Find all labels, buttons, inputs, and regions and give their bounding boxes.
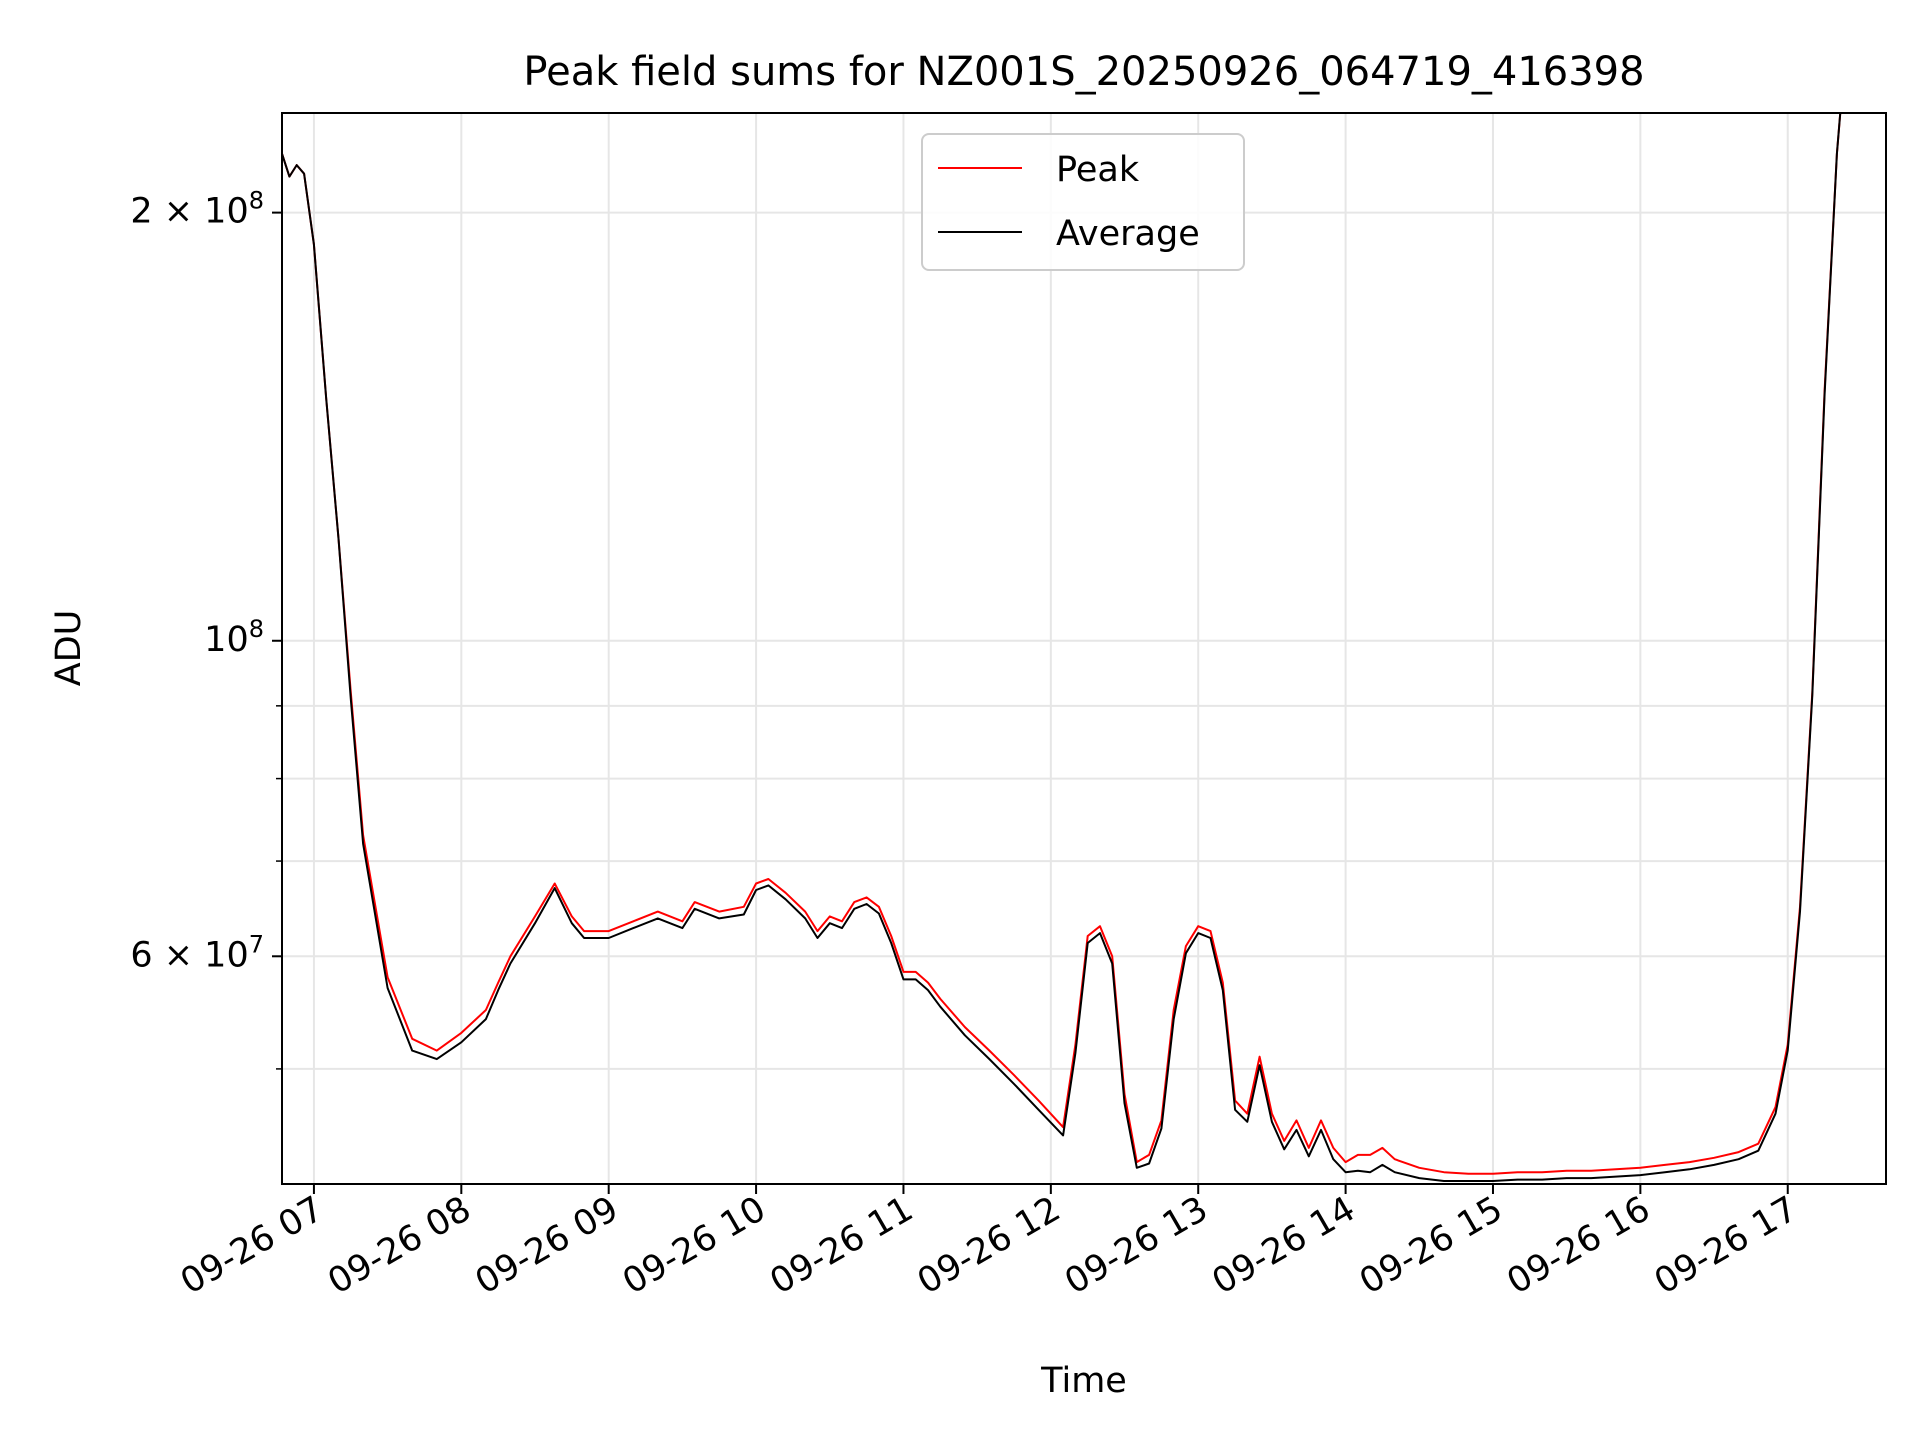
y-tick-label: 6 × 107 [130,930,264,975]
chart-title: Peak field sums for NZ001S_20250926_0647… [523,49,1644,95]
series-line-peak [282,113,1842,1175]
y-tick-label: 108 [204,615,264,660]
series-line-average [282,113,1842,1182]
grid-layer [282,113,1886,1184]
y-tick-label: 2 × 108 [130,187,264,232]
legend-label-average: Average [1056,214,1200,254]
legend: Peak Average [921,133,1245,271]
plot-frame [281,112,1887,1185]
series-layer [282,113,1842,1182]
x-axis-label: Time [1040,1361,1127,1401]
y-axis-label: ADU [49,610,89,687]
legend-label-peak: Peak [1056,150,1140,190]
